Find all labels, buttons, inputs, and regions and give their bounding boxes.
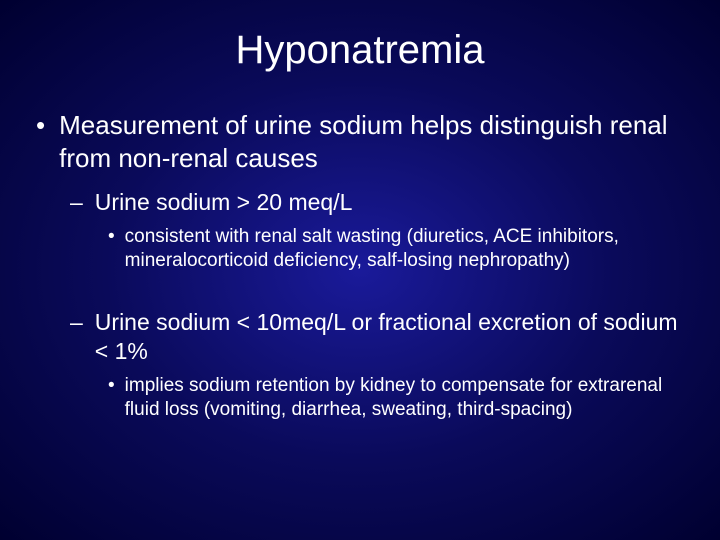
bullet-level1: • Measurement of urine sodium helps dist… — [28, 109, 692, 174]
bullet-text-l2-2: Urine sodium < 10meq/L or fractional exc… — [95, 308, 692, 366]
bullet-marker-l1: • — [36, 109, 45, 174]
bullet-level2: – Urine sodium < 10meq/L or fractional e… — [28, 308, 692, 366]
bullet-level2: – Urine sodium > 20 meq/L — [28, 188, 692, 217]
bullet-marker-l3: • — [108, 225, 115, 273]
slide-title: Hyponatremia — [28, 28, 692, 73]
spacing — [28, 296, 692, 308]
bullet-text-l2-1: Urine sodium > 20 meq/L — [95, 188, 353, 217]
bullet-level3: • consistent with renal salt wasting (di… — [28, 225, 692, 273]
bullet-marker-l3: • — [108, 374, 115, 422]
bullet-text-l1-1: Measurement of urine sodium helps distin… — [59, 109, 692, 174]
bullet-marker-l2: – — [70, 188, 83, 217]
slide-container: Hyponatremia • Measurement of urine sodi… — [0, 0, 720, 465]
bullet-text-l3-2: implies sodium retention by kidney to co… — [125, 374, 672, 422]
bullet-level3: • implies sodium retention by kidney to … — [28, 374, 692, 422]
bullet-text-l3-1: consistent with renal salt wasting (diur… — [125, 225, 672, 273]
bullet-marker-l2: – — [70, 308, 83, 366]
